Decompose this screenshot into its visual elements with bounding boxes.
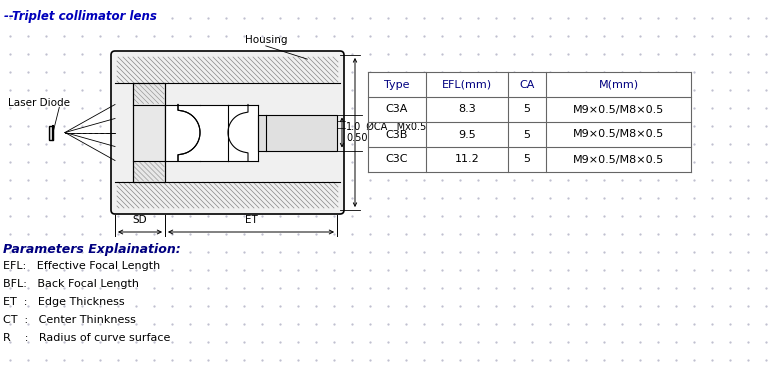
Text: M9×0.5/M8×0.5: M9×0.5/M8×0.5 [573, 155, 664, 165]
Text: Parameters Explaination:: Parameters Explaination: [3, 243, 180, 256]
Bar [368, 97, 691, 122]
Bar [368, 122, 691, 147]
Text: EFL:   Effective Focal Length: EFL: Effective Focal Length [3, 261, 160, 271]
Text: C3A: C3A [386, 105, 408, 115]
Text: 1.0: 1.0 [346, 122, 362, 132]
FancyBboxPatch shape [111, 51, 344, 214]
Bar [228, 105, 258, 161]
Text: Type: Type [384, 79, 409, 89]
Text: 11.2: 11.2 [455, 155, 480, 165]
Text: EFL(mm): EFL(mm) [442, 79, 492, 89]
Text: 8.3: 8.3 [458, 105, 476, 115]
Bar [258, 115, 337, 150]
Bar [49, 126, 53, 139]
Text: 5: 5 [524, 129, 530, 139]
Bar [368, 72, 691, 97]
Text: ØCA   Mx0.5: ØCA Mx0.5 [360, 122, 426, 132]
Bar [133, 83, 165, 182]
Text: --Triplet collimator lens: --Triplet collimator lens [4, 10, 157, 23]
Text: C3C: C3C [386, 155, 409, 165]
Text: M9×0.5/M8×0.5: M9×0.5/M8×0.5 [573, 129, 664, 139]
Text: CA: CA [520, 79, 534, 89]
Text: Laser Diode: Laser Diode [8, 97, 70, 108]
Text: ET: ET [244, 215, 258, 225]
Text: M9×0.5/M8×0.5: M9×0.5/M8×0.5 [573, 105, 664, 115]
Text: BFL:   Back Focal Length: BFL: Back Focal Length [3, 279, 139, 289]
Text: 5: 5 [524, 155, 530, 165]
Bar [200, 105, 228, 161]
Text: SD: SD [133, 215, 147, 225]
Text: CT  :   Center Thinkness: CT : Center Thinkness [3, 315, 136, 325]
Text: M(mm): M(mm) [598, 79, 638, 89]
Text: Housing: Housing [245, 35, 288, 45]
Text: 5: 5 [524, 105, 530, 115]
Bar [368, 147, 691, 172]
Text: 0.50: 0.50 [346, 133, 368, 143]
Text: 9.5: 9.5 [458, 129, 476, 139]
Text: R    :   Radius of curve surface: R : Radius of curve surface [3, 333, 170, 343]
Text: C3B: C3B [386, 129, 408, 139]
Text: ET  :   Edge Thickness: ET : Edge Thickness [3, 297, 125, 307]
Bar [165, 105, 200, 161]
